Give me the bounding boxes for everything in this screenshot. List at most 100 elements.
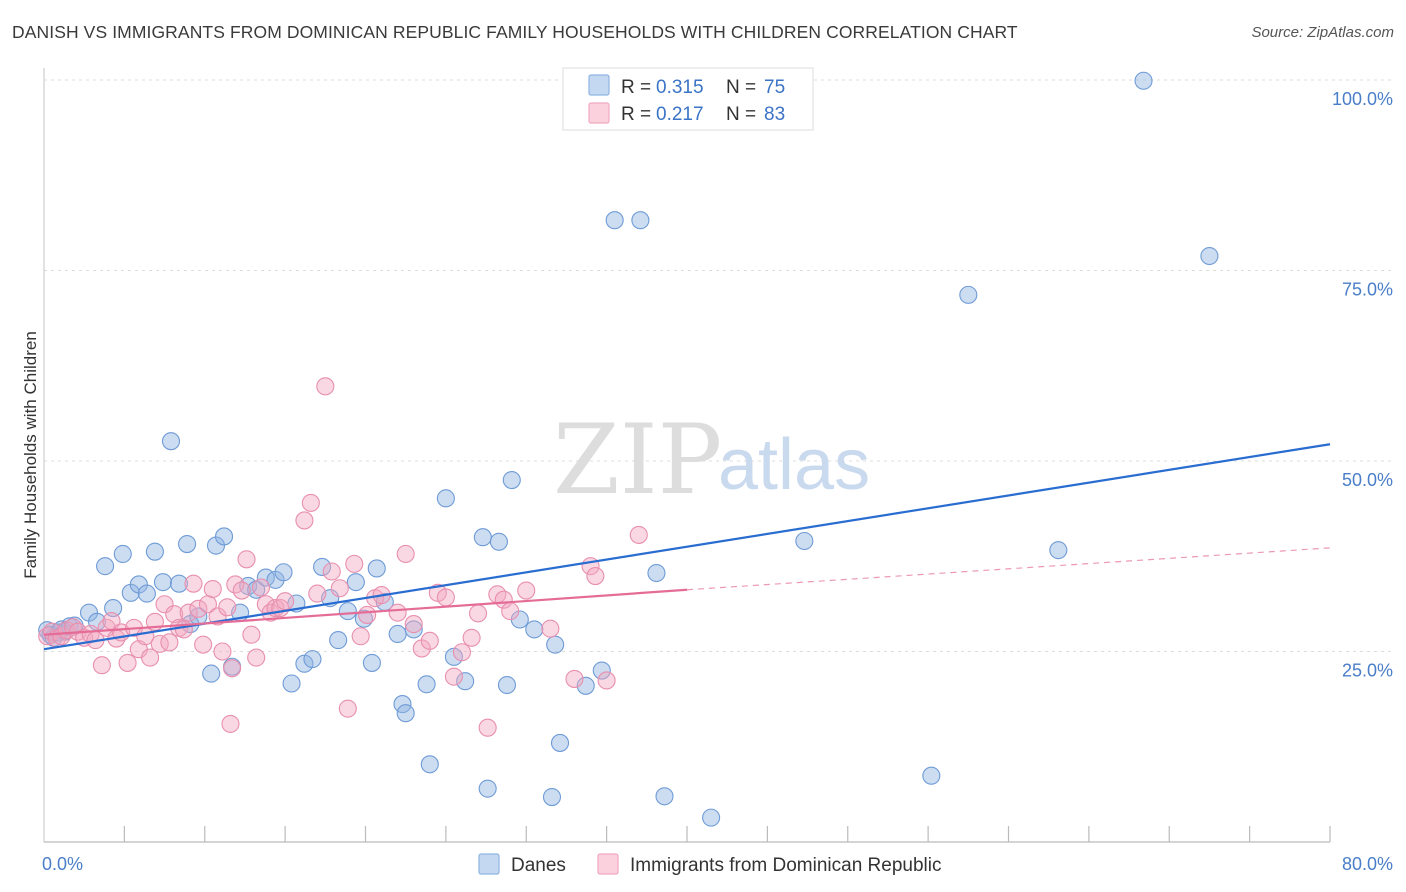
dominican-point [452, 643, 472, 662]
y-tick-label-100: 100.0% [1332, 89, 1393, 109]
danes-point [631, 211, 650, 230]
dominican-r-value: 0.217 [656, 104, 704, 125]
dominican-point [160, 633, 179, 652]
watermark-atlas: atlas [718, 425, 870, 505]
danes-point [145, 542, 164, 561]
dominican-point [388, 603, 407, 622]
danes-point [546, 635, 565, 654]
dominican-point [213, 642, 232, 661]
danes-point [214, 527, 234, 546]
danes-point [367, 559, 386, 578]
dominican-point [221, 714, 240, 733]
dominican-point [597, 671, 616, 690]
danes-point [329, 631, 348, 650]
danes-point [338, 602, 357, 621]
danes-point [473, 528, 492, 547]
y-tick-labels: 25.0% 50.0% 75.0% 100.0% [1332, 89, 1393, 681]
danes-point [274, 563, 293, 582]
dominican-point [345, 554, 364, 573]
dominican-point [276, 592, 295, 611]
danes-point [502, 470, 521, 490]
dominican-point [351, 627, 370, 646]
danes-point [161, 432, 181, 451]
dominican-point [232, 581, 251, 600]
danes-point [96, 557, 115, 576]
danes-point [478, 779, 497, 798]
danes-point [104, 599, 123, 618]
y-tick-label-25: 25.0% [1342, 661, 1393, 681]
danes-point [576, 676, 595, 695]
danes-point [542, 787, 562, 807]
dominican-point [444, 667, 463, 686]
dominican-trend-extension [686, 547, 1331, 591]
dominican-point [237, 550, 256, 569]
dominican-point [295, 511, 314, 530]
danes-point [702, 808, 721, 827]
dominican-point [179, 603, 198, 622]
dominican-point [330, 579, 349, 598]
danes-trend-line [43, 443, 1331, 651]
dominican-point [468, 604, 488, 623]
danes-point [655, 787, 674, 806]
dominican-point [203, 579, 222, 599]
danes-point [647, 563, 666, 583]
y-axis-label: Family Households with Children [21, 331, 40, 579]
danes-point [313, 557, 332, 576]
danes-legend-label: Danes [511, 855, 566, 876]
dominican-point [165, 605, 184, 624]
dominican-point [541, 619, 560, 638]
danes-r-label: R = [621, 77, 651, 98]
danes-point [346, 573, 365, 592]
dominican-point [92, 656, 111, 675]
source-label: Source: ZipAtlas.com [1251, 24, 1394, 41]
dominican-point [629, 525, 648, 544]
danes-legend-swatch [588, 74, 610, 96]
danes-point [153, 573, 173, 592]
dominican-point [150, 634, 169, 653]
dominican-point [189, 599, 208, 618]
dominican-point [301, 493, 320, 512]
danes-point [420, 755, 439, 774]
danes-point [1200, 246, 1219, 266]
danes-point [1049, 541, 1068, 560]
danes-point [959, 285, 978, 304]
danes-point [1134, 71, 1153, 90]
danes-point [362, 653, 381, 672]
dominican-n-label: N = [726, 104, 756, 125]
danes-point [525, 620, 544, 639]
dominican-legend-swatch [588, 102, 610, 124]
dominican-point [478, 718, 497, 737]
dominican-point [338, 699, 357, 718]
danes-point [137, 584, 156, 603]
series-legend: Danes Immigrants from Dominican Republic [478, 853, 942, 876]
dominican-point [565, 669, 584, 688]
danes-point [396, 704, 415, 723]
dominican-point [141, 648, 160, 667]
danes-point [303, 650, 322, 669]
danes-point [282, 674, 301, 693]
dominican-points [38, 377, 648, 737]
dominican-r-label: R = [621, 104, 651, 125]
stats-legend: R = 0.315 N = 75 R = 0.217 N = 83 [562, 67, 814, 131]
danes-r-value: 0.315 [656, 77, 704, 98]
danes-point [795, 531, 814, 551]
x-tick-label-min: 0.0% [42, 854, 83, 874]
dominican-point [308, 584, 327, 603]
trend-lines [43, 443, 1331, 651]
dominican-point [586, 567, 605, 586]
dominican-bottom-swatch [597, 853, 619, 875]
dominican-point [462, 628, 481, 647]
dominican-point [247, 648, 266, 667]
danes-bottom-swatch [478, 853, 500, 875]
dominican-point [396, 544, 415, 564]
danes-point [922, 766, 941, 785]
danes-point [247, 580, 266, 599]
x-axis-ticks [123, 826, 1331, 842]
danes-point [178, 535, 197, 554]
dominican-point [194, 635, 213, 654]
dominican-point [420, 631, 439, 650]
dominican-point [322, 562, 341, 581]
dominican-point [404, 615, 423, 634]
danes-point [417, 675, 436, 694]
dominican-point [242, 625, 261, 644]
